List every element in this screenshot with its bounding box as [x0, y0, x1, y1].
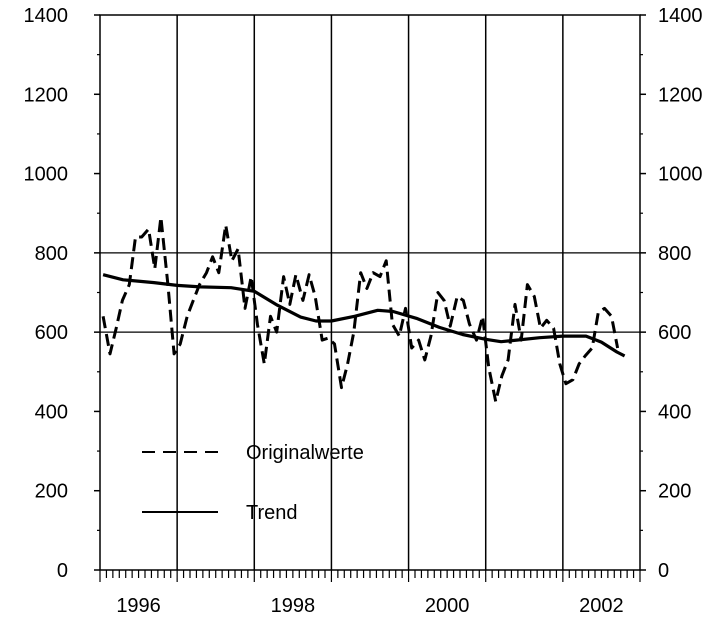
- series-originalwerte-line: [101, 215, 620, 403]
- y-tick-label: 1000: [24, 164, 69, 186]
- y-tick-label: 600: [35, 322, 68, 344]
- series-trend-line: [102, 273, 626, 358]
- right-y-tick-label: 0: [658, 560, 669, 582]
- x-tick-label: 2000: [425, 595, 470, 617]
- right-y-tick-label: 200: [658, 481, 691, 503]
- legend-label: Trend: [246, 502, 298, 524]
- right-y-tick-label: 600: [658, 322, 691, 344]
- right-y-tick-label: 400: [658, 401, 691, 423]
- y-tick-label: 1400: [24, 5, 69, 27]
- y-tick-label: 200: [35, 481, 68, 503]
- x-tick-label: 2002: [579, 595, 624, 617]
- right-y-tick-label: 1200: [658, 84, 703, 106]
- y-tick-label: 0: [57, 560, 68, 582]
- right-y-tick-label: 1000: [658, 164, 703, 186]
- y-tick-label: 800: [35, 243, 68, 265]
- y-tick-label: 1200: [24, 84, 69, 106]
- plot-frame: [99, 14, 641, 571]
- right-y-tick-label: 800: [658, 243, 691, 265]
- y-tick-label: 400: [35, 401, 68, 423]
- legend-label: Originalwerte: [246, 442, 364, 464]
- right-y-tick-label: 1400: [658, 5, 703, 27]
- x-tick-label: 1998: [271, 595, 316, 617]
- x-tick-label: 1996: [116, 595, 161, 617]
